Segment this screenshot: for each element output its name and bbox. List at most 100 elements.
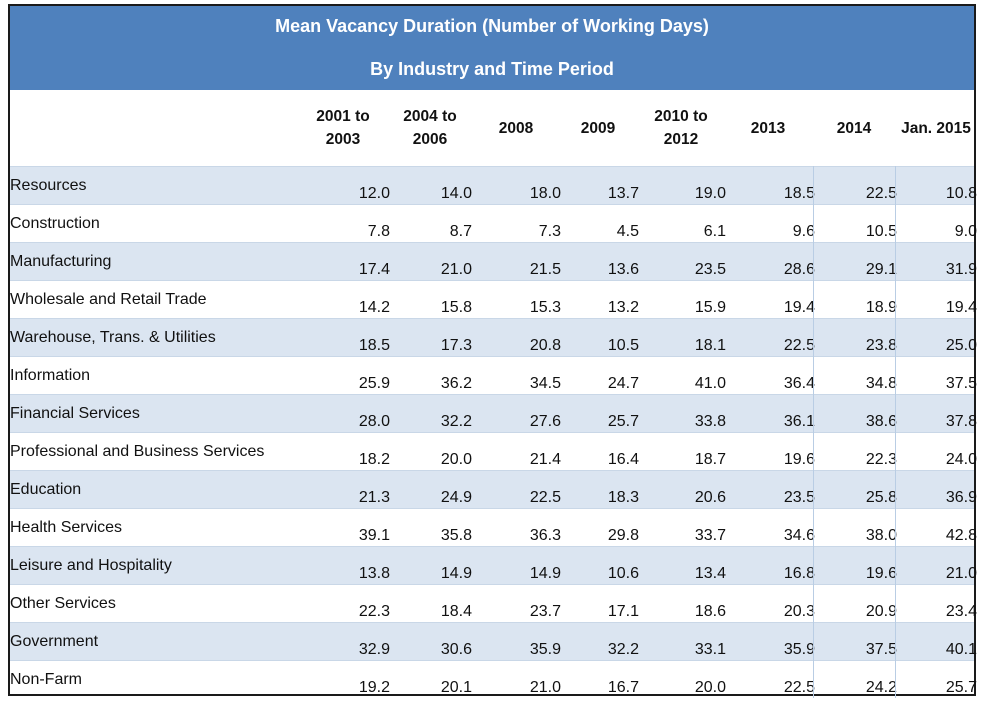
- table-cell: 37.5: [945, 375, 977, 392]
- row-label: Leisure and Hospitality: [10, 557, 172, 574]
- table-cell: 19.6: [865, 565, 897, 582]
- table-cell: 29.1: [865, 261, 897, 278]
- table-cell: 31.9: [945, 261, 977, 278]
- table-row: Construction 7.8 8.7 7.3 4.5 6.1 9.6 10.5 9.0: [10, 204, 977, 242]
- table-cell: 24.2: [865, 679, 897, 696]
- table-cell: 35.9: [529, 641, 561, 658]
- table-cell: 4.5: [616, 223, 639, 240]
- table-cell: 10.5: [865, 223, 897, 240]
- table-cell: 13.2: [607, 299, 639, 316]
- table-cell: 25.7: [945, 679, 977, 696]
- table-row: Warehouse, Trans. & Utilities 18.5 17.3 20.…: [10, 318, 977, 356]
- table-cell: 25.0: [945, 337, 977, 354]
- table-cell: 29.8: [607, 527, 639, 544]
- table-cell: 14.0: [440, 185, 472, 202]
- column-header: 2014: [836, 119, 872, 137]
- row-label: Education: [10, 481, 82, 498]
- table-cell: 6.1: [703, 223, 726, 240]
- table-cell: 32.2: [607, 641, 639, 658]
- table-cell: 19.2: [358, 679, 390, 696]
- table-cell: 20.3: [783, 603, 815, 620]
- column-header: 2009: [580, 119, 616, 137]
- table-title: Mean Vacancy Duration (Number of Working…: [275, 16, 709, 36]
- table-cell: 25.8: [865, 489, 897, 506]
- table-cell: 38.6: [865, 413, 897, 430]
- table-subtitle: By Industry and Time Period: [370, 59, 614, 79]
- row-label: Construction: [10, 215, 100, 232]
- table-cell: 21.0: [529, 679, 561, 696]
- table-cell: 33.8: [694, 413, 726, 430]
- table-cell: 42.8: [945, 527, 977, 544]
- table-cell: 22.5: [783, 679, 815, 696]
- table-cell: 12.0: [358, 185, 390, 202]
- table-cell: 18.1: [694, 337, 726, 354]
- row-label: Manufacturing: [10, 253, 112, 270]
- row-label: Professional and Business Services: [10, 443, 265, 460]
- table-cell: 22.5: [783, 337, 815, 354]
- table-cell: 30.6: [440, 641, 472, 658]
- table-cell: 18.5: [783, 185, 815, 202]
- table-cell: 18.5: [358, 337, 390, 354]
- table-cell: 36.4: [783, 375, 815, 392]
- column-header: 2008: [498, 119, 534, 137]
- table-row: Manufacturing 17.4 21.0 21.5 13.6 23.5 28.6 29.…: [10, 242, 977, 280]
- table-row: Other Services 22.3 18.4 23.7 17.1 18.6 20.3 20…: [10, 584, 977, 622]
- table-cell: 25.9: [358, 375, 390, 392]
- table-cell: 17.1: [607, 603, 639, 620]
- table-cell: 17.3: [440, 337, 472, 354]
- table-cell: 16.7: [607, 679, 639, 696]
- table-cell: 36.1: [783, 413, 815, 430]
- table-cell: 20.9: [865, 603, 897, 620]
- table-cell: 23.7: [529, 603, 561, 620]
- table-cell: 34.6: [783, 527, 815, 544]
- table-row: Leisure and Hospitality 13.8 14.9 14.9 10.6 1…: [10, 546, 977, 584]
- table-cell: 10.5: [607, 337, 639, 354]
- table-cell: 23.5: [783, 489, 815, 506]
- table-cell: 7.8: [367, 223, 390, 240]
- table-row: Non-Farm 19.2 20.1 21.0 16.7 20.0 22.5 24.2 25.7: [10, 660, 977, 698]
- table-cell: 36.2: [440, 375, 472, 392]
- table-row: Government 32.9 30.6 35.9 32.2 33.1 35.9 37.5 40…: [10, 622, 977, 660]
- row-label: Financial Services: [10, 405, 140, 422]
- table-cell: 22.3: [865, 451, 897, 468]
- table-cell: 22.3: [358, 603, 390, 620]
- table-cell: 35.8: [440, 527, 472, 544]
- table-cell: 18.9: [865, 299, 897, 316]
- row-label: Government: [10, 633, 99, 650]
- row-label: Other Services: [10, 595, 116, 612]
- table-cell: 13.4: [694, 565, 726, 582]
- table-cell: 21.4: [529, 451, 561, 468]
- table-cell: 33.7: [694, 527, 726, 544]
- table-cell: 20.0: [694, 679, 726, 696]
- table-cell: 28.0: [358, 413, 390, 430]
- row-label: Resources: [10, 177, 87, 194]
- table-cell: 37.5: [865, 641, 897, 658]
- table-cell: 24.0: [945, 451, 977, 468]
- column-divider: [813, 166, 814, 698]
- table-cell: 23.5: [694, 261, 726, 278]
- column-header: 2010 to 2012: [654, 108, 708, 148]
- table-cell: 18.7: [694, 451, 726, 468]
- table-cell: 23.8: [865, 337, 897, 354]
- table-row: Information 25.9 36.2 34.5 24.7 41.0 36.4 34.8 3…: [10, 356, 977, 394]
- table-cell: 33.1: [694, 641, 726, 658]
- table-cell: 41.0: [694, 375, 726, 392]
- table-cell: 22.5: [865, 185, 897, 202]
- table-cell: 21.3: [358, 489, 390, 506]
- table-cell: 9.0: [954, 223, 977, 240]
- table-cell: 16.4: [607, 451, 639, 468]
- table-cell: 20.6: [694, 489, 726, 506]
- row-label: Wholesale and Retail Trade: [10, 291, 207, 308]
- table-cell: 20.1: [440, 679, 472, 696]
- row-label: Non-Farm: [10, 671, 83, 688]
- table-cell: 13.6: [607, 261, 639, 278]
- table-cell: 15.8: [440, 299, 472, 316]
- table-cell: 9.6: [792, 223, 815, 240]
- table-cell: 21.0: [440, 261, 472, 278]
- column-divider: [895, 166, 896, 698]
- table-cell: 24.7: [607, 375, 639, 392]
- row-label: Warehouse, Trans. & Utilities: [10, 329, 216, 346]
- table-cell: 37.8: [945, 413, 977, 430]
- table-row: Health Services 39.1 35.8 36.3 29.8 33.7 34.6 3…: [10, 508, 977, 546]
- row-label: Health Services: [10, 519, 123, 536]
